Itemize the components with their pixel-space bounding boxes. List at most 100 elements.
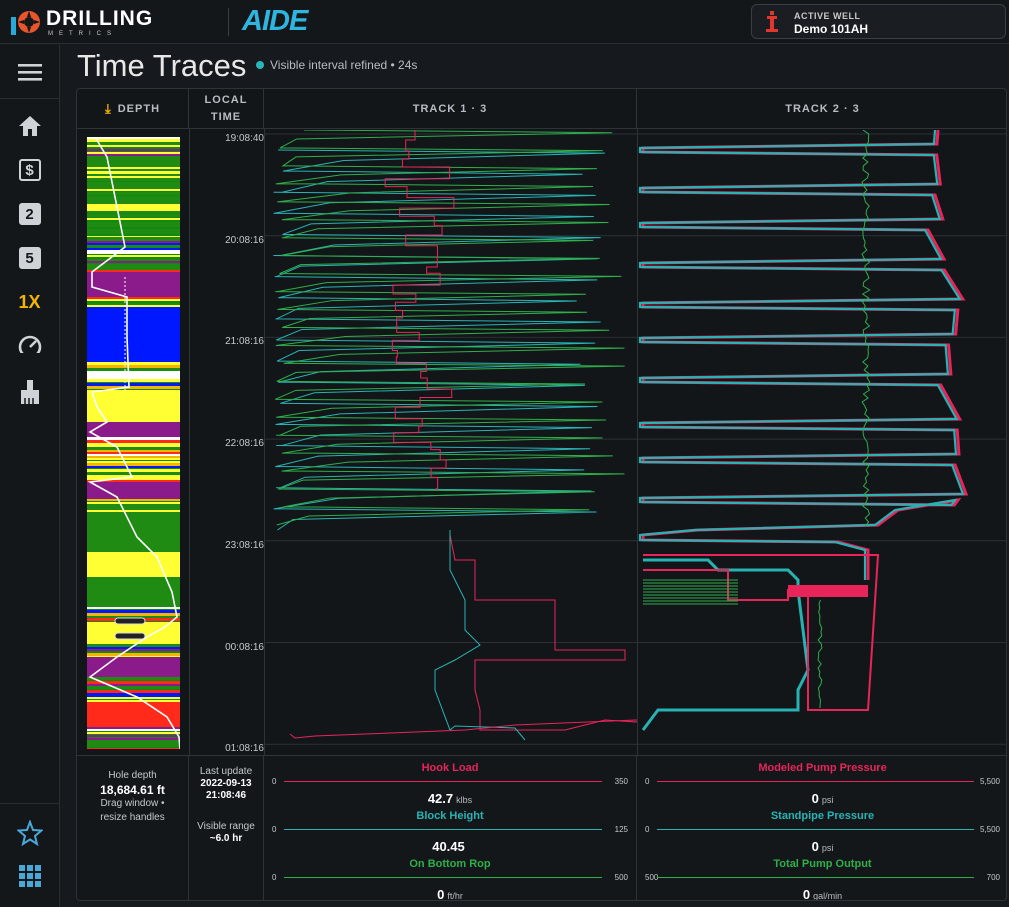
lithology-band — [87, 657, 180, 677]
lithology-band — [87, 463, 180, 466]
sidebar-item-brush[interactable] — [0, 372, 59, 412]
gauge-value: 42.7 — [427, 791, 454, 806]
lithology-band — [87, 610, 180, 614]
lithology-band — [87, 508, 180, 511]
depth-navigator[interactable] — [87, 137, 180, 749]
sidebar-item-home[interactable] — [0, 106, 59, 146]
total-pump-output-trace — [861, 130, 871, 527]
logo-word: DRILLING — [46, 6, 154, 30]
track-1-plot[interactable] — [265, 130, 637, 754]
sidebar-divider-bottom — [0, 803, 59, 804]
lithology-band — [87, 154, 180, 157]
menu-button[interactable] — [0, 52, 59, 92]
modeled-pump-pressure-gauge: Modeled Pump Pressure 0 5,500 0 psi — [637, 762, 1006, 810]
gauge-max: 700 — [986, 873, 1000, 882]
lithology-band — [87, 264, 180, 267]
sidebar-item-favorites[interactable] — [0, 813, 59, 853]
sidebar-item-2[interactable]: 2 — [0, 194, 59, 234]
lithology-band — [87, 229, 180, 233]
gauge-value: 0 — [811, 791, 819, 806]
lithology-band — [87, 142, 180, 146]
gauge-min: 0 — [645, 825, 650, 834]
lithology-band — [87, 162, 180, 165]
depth-header-label: DEPTH — [117, 102, 161, 115]
lithology-band — [87, 607, 180, 609]
hook-load-gauge: Hook Load 0 350 42.7 klbs — [264, 762, 636, 810]
lithology-band — [87, 469, 180, 473]
lithology-band — [87, 392, 180, 422]
lithology-band — [87, 365, 180, 368]
lithology-band — [87, 466, 180, 468]
sidebar-item-5[interactable]: 5 — [0, 238, 59, 278]
lithology-band — [87, 145, 180, 147]
hole-hint-2: resize handles — [100, 812, 165, 823]
star-icon — [16, 820, 43, 846]
column-divider — [189, 129, 190, 755]
lithology-band — [87, 681, 180, 684]
gauge-max: 350 — [614, 777, 628, 786]
grid-icon — [18, 865, 41, 887]
lithology-band — [87, 243, 180, 245]
lithology-band — [87, 478, 180, 480]
sidebar: $ 2 5 1X — [0, 45, 60, 907]
window-resize-handle — [114, 632, 146, 640]
local-time-column-header: LOCAL TIME — [189, 89, 264, 129]
visible-range-value: ~6.0 hr — [209, 833, 243, 844]
hook-load-trace — [449, 534, 637, 731]
lithology-band — [87, 642, 180, 645]
sidebar-item-1x[interactable]: 1X — [0, 282, 59, 322]
lithology-band — [87, 437, 180, 440]
lithology-band — [87, 255, 180, 257]
top-bar: DRILLING METRICS AIDE ACTIVE WELL Demo 1… — [0, 0, 1009, 44]
time-traces-panel: ⤓ DEPTH LOCAL TIME TRACK 1 · 3 TRACK 2 ·… — [76, 88, 1007, 901]
lithology-band — [87, 149, 180, 151]
track-2-header[interactable]: TRACK 2 · 3 — [637, 89, 1006, 129]
gauge-value: 40.45 — [432, 839, 465, 854]
lithology-band — [87, 677, 180, 680]
lithology-band — [87, 386, 180, 389]
lithology-band — [87, 189, 180, 191]
sidebar-item-gauge[interactable] — [0, 326, 59, 366]
lithology-band — [87, 502, 180, 505]
lithology-band — [87, 735, 180, 737]
track-1-header[interactable]: TRACK 1 · 3 — [264, 89, 637, 129]
lithology-band — [87, 727, 180, 730]
logo-subword: METRICS — [48, 30, 117, 37]
hook-load-trace — [384, 130, 455, 490]
lithology-band — [87, 458, 180, 460]
pressure-fill-block — [788, 585, 868, 597]
lithology-band — [87, 748, 180, 749]
drilling-metrics-logo[interactable]: DRILLING METRICS — [10, 6, 153, 38]
gauge-value: 0 — [437, 887, 445, 901]
lithology-band — [87, 182, 180, 184]
readout-footer: Hole depth 18,684.61 ft Drag window • re… — [77, 755, 1006, 901]
time-tick-label: 21:08:16 — [225, 336, 264, 348]
lithology-band — [87, 695, 180, 698]
gauge-unit: ft/hr — [447, 891, 463, 901]
hole-depth-value: 18,684.61 ft — [100, 783, 165, 797]
sidebar-item-dollar[interactable]: $ — [0, 150, 59, 190]
active-well-selector[interactable]: ACTIVE WELL Demo 101AH — [751, 4, 1006, 39]
sidebar-item-apps[interactable] — [0, 856, 59, 896]
gauge-min: 0 — [645, 777, 650, 786]
total-pump-output-gauge: Total Pump Output 500 700 0 gal/min — [637, 858, 1006, 900]
depth-column-header[interactable]: ⤓ DEPTH — [77, 89, 189, 129]
lithology-band — [87, 299, 180, 301]
lithology-band — [87, 577, 180, 607]
time-tick-label: 20:08:16 — [225, 234, 264, 246]
page-title: Time Traces — [77, 48, 247, 83]
download-icon[interactable]: ⤓ — [104, 100, 112, 116]
lithology-band — [87, 200, 180, 204]
time-tick-label: 19:08:40 — [225, 133, 264, 144]
local-time-label-1: LOCAL — [204, 93, 248, 106]
lithology-band — [87, 196, 180, 199]
gauge-name: Modeled Pump Pressure — [758, 762, 887, 774]
lithology-band — [87, 222, 180, 225]
track-2-plot[interactable] — [638, 130, 1007, 754]
lithology-band — [87, 208, 180, 211]
gauge-max: 5,500 — [979, 777, 1000, 786]
lithology-band — [87, 697, 180, 699]
lithology-band — [87, 732, 180, 734]
lithology-band — [87, 440, 180, 444]
speedometer-icon — [18, 335, 41, 358]
